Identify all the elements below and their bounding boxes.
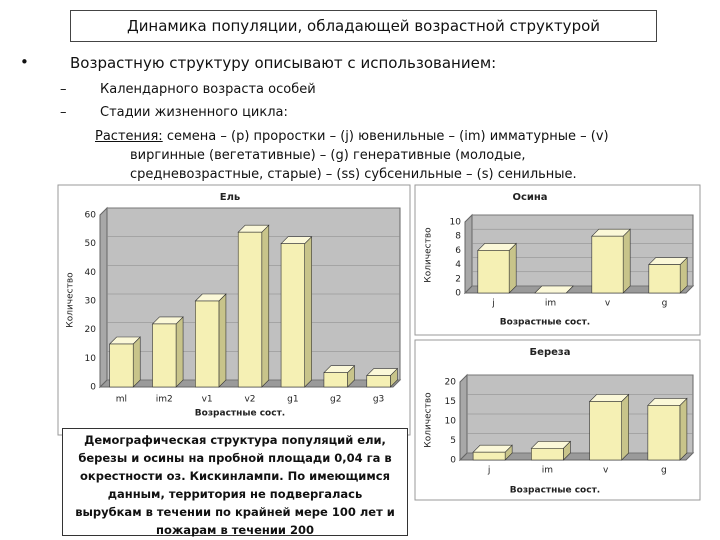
bar-side xyxy=(508,242,517,294)
item: Календарного возраста особей xyxy=(100,82,316,97)
x-tick-label: v1 xyxy=(202,395,213,405)
bar-side xyxy=(621,393,629,461)
bar xyxy=(648,264,681,294)
bar xyxy=(280,243,305,388)
caption-line: окрестности оз. Кискинлампи. По имеющимс… xyxy=(80,469,390,483)
chart-title: Осина xyxy=(512,192,547,203)
x-axis-label: Возрастные сост. xyxy=(510,486,600,496)
bar-top xyxy=(591,228,631,237)
bar-top xyxy=(477,243,517,251)
paragraph-label: Растения: xyxy=(95,129,163,144)
bar-side xyxy=(261,224,270,388)
bar-top xyxy=(534,285,574,294)
y-tick-label: 6 xyxy=(455,246,461,256)
caption-line: березы и осины на пробной площади 0,04 г… xyxy=(78,451,392,465)
y-tick-label: 0 xyxy=(90,383,96,393)
plot-side xyxy=(99,206,108,389)
y-tick-label: 60 xyxy=(85,211,97,221)
bar xyxy=(152,323,177,388)
y-tick-label: 5 xyxy=(450,436,456,446)
y-tick-label: 0 xyxy=(450,456,456,466)
caption-line: Демографическая структура популяций ели, xyxy=(84,433,386,447)
y-tick-label: 10 xyxy=(450,218,462,228)
bar-side xyxy=(622,228,631,294)
bar-side xyxy=(175,316,184,388)
bar-side xyxy=(218,293,227,388)
bar-top xyxy=(588,394,630,402)
x-tick-label: g2 xyxy=(330,395,341,405)
y-tick-label: 40 xyxy=(85,268,97,278)
y-tick-label: 2 xyxy=(455,274,461,284)
x-tick-label: v xyxy=(605,299,611,309)
y-tick-label: 0 xyxy=(455,289,461,299)
x-tick-label: g xyxy=(662,299,668,309)
bar xyxy=(366,375,391,388)
x-tick-label: j xyxy=(491,299,495,309)
y-tick-label: 4 xyxy=(455,260,461,270)
bar xyxy=(531,447,564,461)
x-axis-label: Возрастные сост. xyxy=(195,409,285,419)
x-tick-label: im xyxy=(542,466,553,476)
x-tick-label: g xyxy=(661,466,667,476)
y-tick-label: 30 xyxy=(85,297,97,307)
x-tick-label: j xyxy=(487,466,491,476)
bar-top xyxy=(648,257,688,265)
y-tick-label: 8 xyxy=(455,232,461,242)
y-tick-label: 20 xyxy=(85,325,97,335)
bar xyxy=(591,235,624,294)
bar xyxy=(589,401,622,461)
caption: Демографическая структура популяций ели,… xyxy=(62,428,408,537)
bar-side xyxy=(132,336,141,388)
x-tick-label: g1 xyxy=(287,395,298,405)
bar xyxy=(472,451,506,461)
bar xyxy=(237,231,263,388)
x-tick-label: g3 xyxy=(373,395,384,405)
caption-line: данным, территория не подвергалась xyxy=(107,487,363,501)
item: Стадии жизненного цикла: xyxy=(100,105,288,120)
bullet-mark: • xyxy=(20,53,29,71)
x-tick-label: im2 xyxy=(156,395,173,405)
x-tick-label: im xyxy=(545,299,556,309)
bar-top xyxy=(530,440,572,449)
y-axis-label: Количество xyxy=(424,392,434,448)
bar xyxy=(195,300,220,388)
bullet-text: Возрастную структуру описывают с использ… xyxy=(70,54,497,72)
x-axis-label: Возрастные сост. xyxy=(500,318,590,328)
y-tick-label: 50 xyxy=(85,239,97,249)
x-tick-label: ml xyxy=(116,395,127,405)
caption-line: вырубкам в течении по крайней мере 100 л… xyxy=(75,505,395,519)
y-tick-label: 20 xyxy=(445,378,457,388)
dash: – xyxy=(60,105,67,120)
x-tick-label: v2 xyxy=(244,395,255,405)
paragraph-line: средневозрастные, старые) – (ss) субсени… xyxy=(130,167,577,182)
bar-side xyxy=(304,235,312,388)
y-axis-label: Количество xyxy=(424,227,434,283)
chart-title: Ель xyxy=(220,192,240,203)
caption-line: пожарам в течении 200 xyxy=(156,523,314,537)
bar-top xyxy=(472,444,513,453)
y-tick-label: 15 xyxy=(445,397,456,407)
chart-title: Береза xyxy=(530,347,571,358)
plot-side xyxy=(459,373,468,462)
y-axis-label: Количество xyxy=(66,272,76,328)
y-tick-label: 10 xyxy=(445,417,457,427)
bar xyxy=(109,343,134,388)
paragraph-text: семена – (p) проростки – (j) ювенильные … xyxy=(166,129,609,144)
plot-side xyxy=(464,213,473,295)
bar xyxy=(323,372,348,388)
bar xyxy=(477,250,510,294)
paragraph-line: виргинные (вегетативные) – (g) генератив… xyxy=(130,148,526,163)
y-tick-label: 10 xyxy=(85,354,97,364)
dash: – xyxy=(60,82,67,97)
x-tick-label: v xyxy=(603,466,609,476)
bar xyxy=(647,405,681,461)
bar-top xyxy=(647,398,688,406)
paragraph-line: Растения: семена – (p) проростки – (j) ю… xyxy=(95,129,609,144)
slide-title: Динамика популяции, обладающей возрастно… xyxy=(70,10,657,42)
bar-side xyxy=(679,397,688,461)
